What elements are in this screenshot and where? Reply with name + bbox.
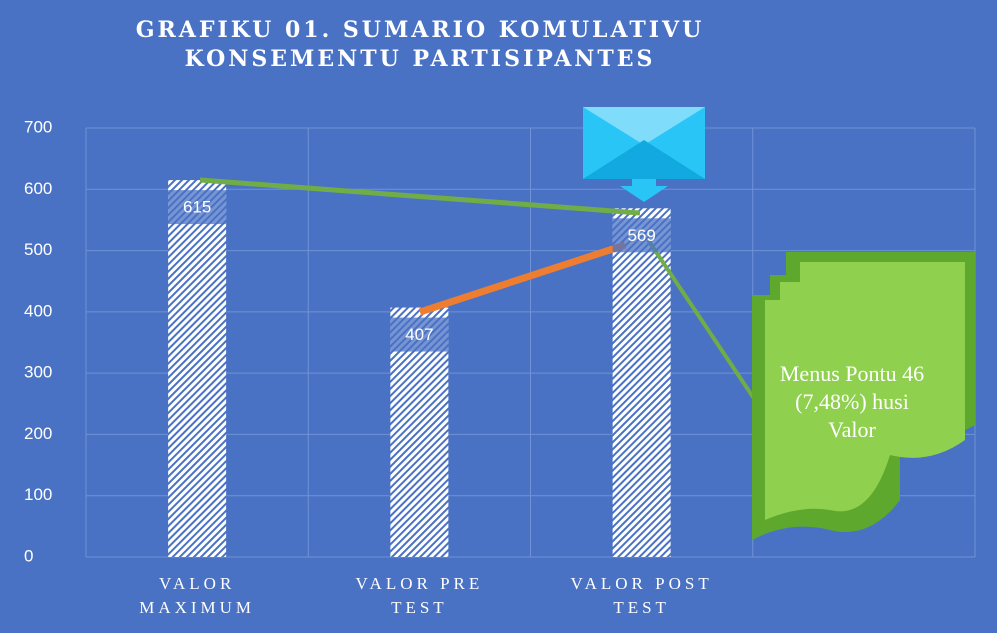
data-label-box bbox=[390, 317, 449, 352]
callout-shape bbox=[752, 252, 975, 540]
y-tick-label: 100 bbox=[24, 485, 52, 504]
x-tick-label: VALOR MAXIMUM bbox=[139, 574, 256, 617]
data-label: 615 bbox=[183, 198, 211, 217]
y-tick-label: 500 bbox=[24, 240, 52, 259]
y-tick-label: 0 bbox=[24, 546, 33, 565]
connector-line bbox=[646, 238, 757, 402]
connector-line bbox=[418, 241, 627, 316]
y-tick-label: 600 bbox=[24, 179, 52, 198]
bar bbox=[612, 208, 671, 557]
annotation: Menus Pontu 46 (7,48%) husi Valor bbox=[779, 361, 925, 442]
chart-title: GRAFIKU 01. SUMARIO KOMULATIVU KONSEMENT… bbox=[135, 17, 705, 72]
x-tick-label: VALOR POST TEST bbox=[570, 574, 713, 617]
y-tick-label: 400 bbox=[24, 301, 52, 320]
data-label: 569 bbox=[627, 226, 655, 245]
y-tick-label: 200 bbox=[24, 424, 52, 443]
callout-icon bbox=[583, 107, 705, 202]
data-label-box bbox=[612, 218, 671, 253]
y-tick-label: 700 bbox=[24, 117, 52, 136]
bar bbox=[168, 180, 227, 558]
connector-line bbox=[199, 177, 641, 216]
x-tick-label: VALOR PRE TEST bbox=[355, 574, 484, 617]
y-tick-label: 300 bbox=[24, 363, 52, 382]
data-label: 407 bbox=[405, 325, 433, 344]
data-label-box bbox=[168, 190, 227, 225]
